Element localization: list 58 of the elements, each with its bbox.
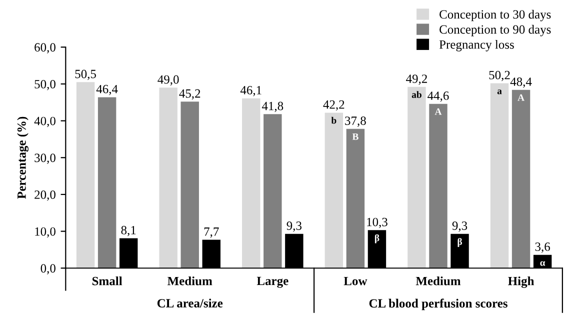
data-label: 49,0	[158, 75, 179, 86]
text: CL blood perfusion scores	[369, 298, 508, 310]
annotation: A	[518, 94, 524, 101]
annotation: b	[331, 116, 336, 124]
bar	[76, 82, 95, 268]
y-axis-title: Percentage (%)	[17, 116, 29, 199]
x-tick-label: Low	[344, 276, 368, 286]
data-label: 37,8	[345, 116, 366, 127]
y-tick-label: 30,0	[34, 154, 56, 164]
data-label: 7,7	[204, 228, 219, 238]
annotation: B	[352, 133, 358, 140]
data-label: 8,1	[121, 226, 136, 236]
data-label: 50,5	[75, 70, 96, 80]
data-label: 45,2	[179, 89, 200, 100]
x-tick-label: Medium	[416, 276, 461, 286]
data-label: 10,3	[367, 218, 388, 228]
x-tick-label: Large	[256, 276, 288, 288]
bar	[264, 114, 282, 268]
x-tick-label: Medium	[168, 276, 212, 286]
bar	[408, 86, 426, 268]
y-tick-label: 20,0	[34, 190, 56, 201]
annotation: β	[458, 238, 462, 247]
y-tick-label: 50,0	[34, 80, 56, 90]
data-label: 50,2	[489, 70, 510, 82]
annotation: ab	[412, 91, 422, 98]
data-label: 9,3	[452, 222, 468, 232]
bar	[159, 88, 178, 268]
y-tick-label: 10,0	[35, 227, 56, 238]
data-label: 48,4	[510, 77, 532, 88]
bar	[98, 97, 116, 268]
bar	[429, 104, 448, 268]
legend-label: Conception to 90 days	[440, 24, 551, 36]
x-tick-label: Small	[92, 276, 122, 286]
bar	[346, 128, 365, 268]
data-label: 46,1	[240, 86, 262, 96]
annotation: A	[434, 108, 442, 115]
data-label: 9,3	[286, 222, 302, 232]
bar	[512, 90, 530, 268]
annotation: β	[374, 234, 380, 244]
y-tick-label: 0,0	[40, 264, 56, 274]
data-label: 3,6	[535, 242, 550, 253]
bar	[490, 83, 509, 268]
text: CL area/size	[157, 298, 223, 308]
legend-label: Pregnancy loss	[439, 40, 514, 52]
annotation: a	[497, 90, 502, 94]
data-label: 41,8	[262, 102, 284, 112]
data-label: 42,2	[323, 100, 344, 111]
x-tick-label: High	[508, 276, 534, 288]
data-label: 49,2	[406, 74, 427, 85]
bar	[242, 98, 260, 268]
y-tick-label: 60,0	[34, 43, 56, 54]
data-label: 44,6	[428, 92, 449, 102]
legend-label: Conception to 30 days	[440, 10, 551, 22]
bar	[180, 102, 199, 268]
annotation: α	[540, 261, 546, 266]
y-tick-label: 40,0	[34, 116, 56, 128]
data-label: 46,4	[96, 84, 118, 96]
bar	[324, 112, 344, 268]
